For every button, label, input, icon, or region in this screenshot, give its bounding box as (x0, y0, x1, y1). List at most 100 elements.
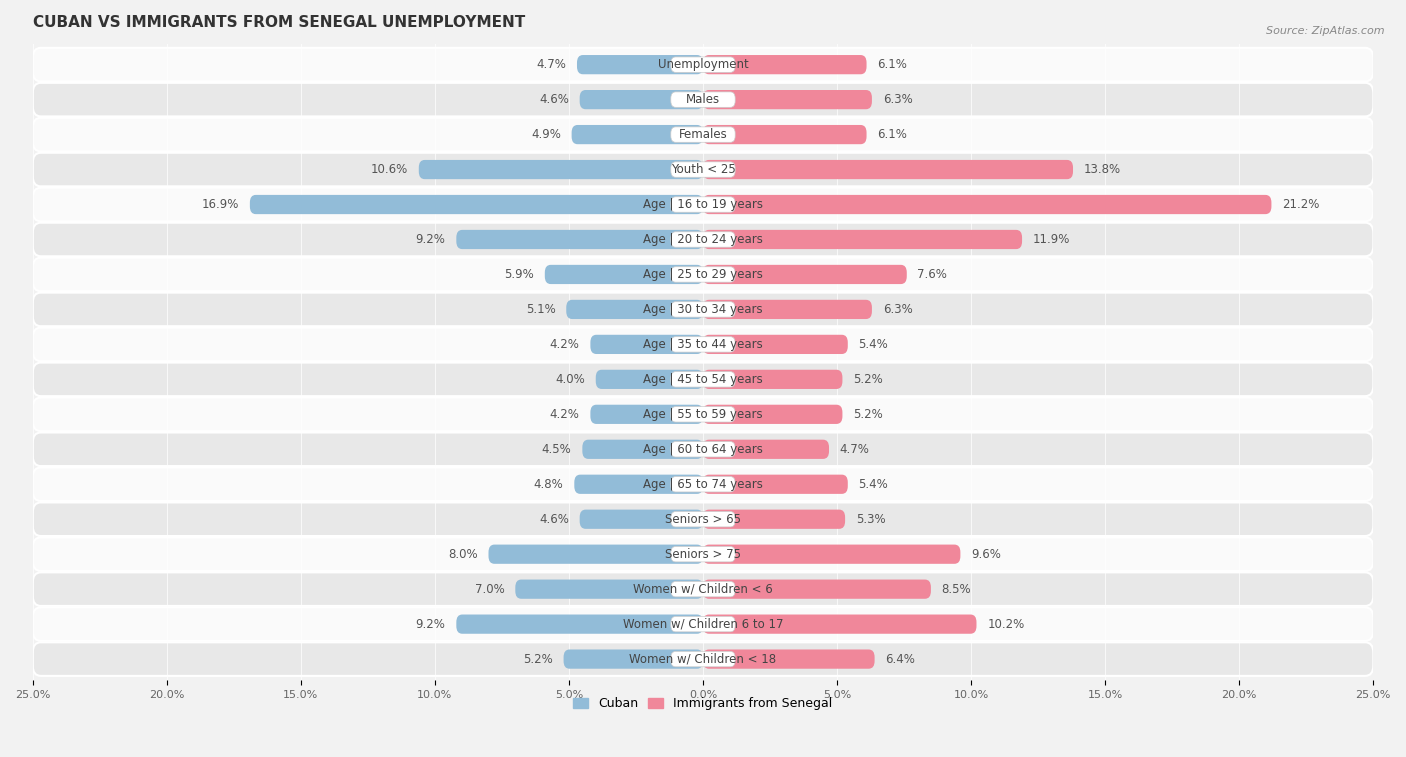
Text: Youth < 25: Youth < 25 (671, 163, 735, 176)
Text: Seniors > 65: Seniors > 65 (665, 512, 741, 525)
FancyBboxPatch shape (703, 160, 1073, 179)
FancyBboxPatch shape (703, 475, 848, 494)
FancyBboxPatch shape (544, 265, 703, 284)
FancyBboxPatch shape (32, 643, 1374, 676)
FancyBboxPatch shape (596, 369, 703, 389)
FancyBboxPatch shape (703, 90, 872, 109)
Text: Age | 60 to 64 years: Age | 60 to 64 years (643, 443, 763, 456)
FancyBboxPatch shape (703, 55, 866, 74)
Text: 7.0%: 7.0% (475, 583, 505, 596)
Text: 5.4%: 5.4% (859, 478, 889, 491)
FancyBboxPatch shape (32, 432, 1374, 466)
FancyBboxPatch shape (671, 232, 735, 248)
FancyBboxPatch shape (32, 537, 1374, 571)
Text: Women w/ Children 6 to 17: Women w/ Children 6 to 17 (623, 618, 783, 631)
Text: 7.6%: 7.6% (918, 268, 948, 281)
FancyBboxPatch shape (703, 509, 845, 529)
FancyBboxPatch shape (32, 118, 1374, 151)
FancyBboxPatch shape (703, 335, 848, 354)
FancyBboxPatch shape (579, 509, 703, 529)
Text: Age | 55 to 59 years: Age | 55 to 59 years (643, 408, 763, 421)
FancyBboxPatch shape (671, 581, 735, 597)
FancyBboxPatch shape (457, 615, 703, 634)
Text: 6.1%: 6.1% (877, 128, 907, 141)
FancyBboxPatch shape (671, 547, 735, 562)
Text: Seniors > 75: Seniors > 75 (665, 548, 741, 561)
FancyBboxPatch shape (582, 440, 703, 459)
FancyBboxPatch shape (32, 503, 1374, 536)
Text: 5.9%: 5.9% (505, 268, 534, 281)
Text: Source: ZipAtlas.com: Source: ZipAtlas.com (1267, 26, 1385, 36)
Text: Women w/ Children < 18: Women w/ Children < 18 (630, 653, 776, 665)
FancyBboxPatch shape (671, 127, 735, 142)
Text: 5.2%: 5.2% (853, 408, 883, 421)
FancyBboxPatch shape (567, 300, 703, 319)
Text: 5.2%: 5.2% (523, 653, 553, 665)
Text: 4.7%: 4.7% (536, 58, 567, 71)
Text: CUBAN VS IMMIGRANTS FROM SENEGAL UNEMPLOYMENT: CUBAN VS IMMIGRANTS FROM SENEGAL UNEMPLO… (32, 15, 524, 30)
Text: 4.2%: 4.2% (550, 408, 579, 421)
Text: 4.5%: 4.5% (541, 443, 572, 456)
Text: 5.2%: 5.2% (853, 373, 883, 386)
Text: 4.6%: 4.6% (538, 93, 569, 106)
FancyBboxPatch shape (703, 300, 872, 319)
FancyBboxPatch shape (671, 512, 735, 527)
FancyBboxPatch shape (671, 197, 735, 212)
FancyBboxPatch shape (591, 405, 703, 424)
FancyBboxPatch shape (671, 337, 735, 352)
Text: 21.2%: 21.2% (1282, 198, 1319, 211)
Text: Age | 30 to 34 years: Age | 30 to 34 years (643, 303, 763, 316)
Text: 4.9%: 4.9% (531, 128, 561, 141)
Text: Age | 65 to 74 years: Age | 65 to 74 years (643, 478, 763, 491)
FancyBboxPatch shape (703, 265, 907, 284)
FancyBboxPatch shape (32, 188, 1374, 221)
Text: Unemployment: Unemployment (658, 58, 748, 71)
FancyBboxPatch shape (576, 55, 703, 74)
FancyBboxPatch shape (703, 580, 931, 599)
FancyBboxPatch shape (671, 92, 735, 107)
Text: 16.9%: 16.9% (202, 198, 239, 211)
Text: Age | 16 to 19 years: Age | 16 to 19 years (643, 198, 763, 211)
FancyBboxPatch shape (671, 57, 735, 73)
Text: 9.6%: 9.6% (972, 548, 1001, 561)
Text: 10.6%: 10.6% (371, 163, 408, 176)
Text: 9.2%: 9.2% (416, 618, 446, 631)
FancyBboxPatch shape (703, 440, 830, 459)
FancyBboxPatch shape (516, 580, 703, 599)
Text: Age | 25 to 29 years: Age | 25 to 29 years (643, 268, 763, 281)
Text: 4.0%: 4.0% (555, 373, 585, 386)
FancyBboxPatch shape (703, 369, 842, 389)
Text: 4.2%: 4.2% (550, 338, 579, 351)
FancyBboxPatch shape (32, 397, 1374, 431)
FancyBboxPatch shape (32, 328, 1374, 361)
Text: 9.2%: 9.2% (416, 233, 446, 246)
FancyBboxPatch shape (703, 125, 866, 144)
Text: 5.1%: 5.1% (526, 303, 555, 316)
FancyBboxPatch shape (703, 650, 875, 668)
FancyBboxPatch shape (419, 160, 703, 179)
FancyBboxPatch shape (488, 544, 703, 564)
Text: Age | 20 to 24 years: Age | 20 to 24 years (643, 233, 763, 246)
Text: Women w/ Children < 6: Women w/ Children < 6 (633, 583, 773, 596)
Text: Age | 35 to 44 years: Age | 35 to 44 years (643, 338, 763, 351)
FancyBboxPatch shape (703, 615, 977, 634)
Text: 11.9%: 11.9% (1033, 233, 1070, 246)
Text: 6.4%: 6.4% (886, 653, 915, 665)
FancyBboxPatch shape (32, 257, 1374, 291)
FancyBboxPatch shape (703, 544, 960, 564)
Text: 5.3%: 5.3% (856, 512, 886, 525)
FancyBboxPatch shape (564, 650, 703, 668)
Text: 10.2%: 10.2% (987, 618, 1025, 631)
FancyBboxPatch shape (703, 195, 1271, 214)
Text: 6.1%: 6.1% (877, 58, 907, 71)
FancyBboxPatch shape (703, 405, 842, 424)
FancyBboxPatch shape (671, 266, 735, 282)
FancyBboxPatch shape (574, 475, 703, 494)
FancyBboxPatch shape (671, 302, 735, 317)
FancyBboxPatch shape (32, 83, 1374, 117)
Text: Males: Males (686, 93, 720, 106)
FancyBboxPatch shape (32, 363, 1374, 396)
FancyBboxPatch shape (32, 607, 1374, 641)
FancyBboxPatch shape (32, 153, 1374, 186)
FancyBboxPatch shape (32, 293, 1374, 326)
